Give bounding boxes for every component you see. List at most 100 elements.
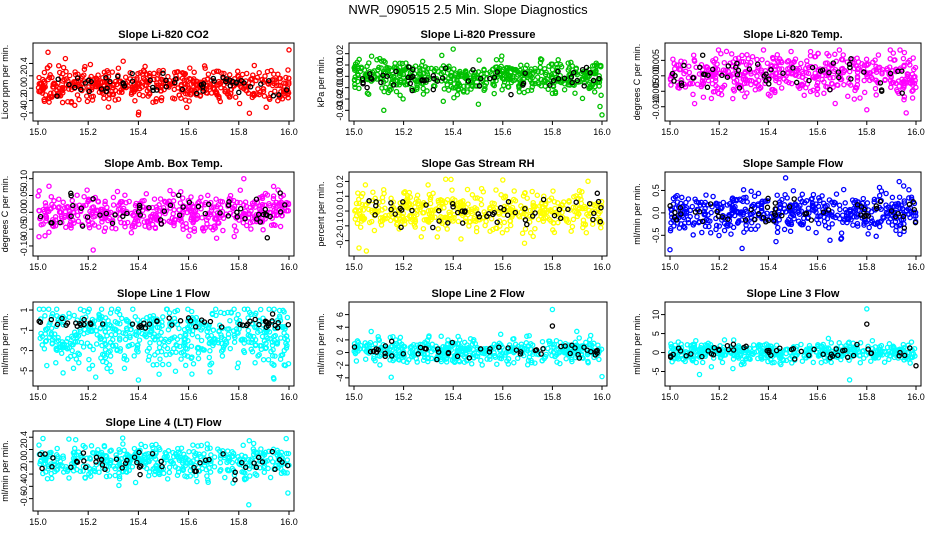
data-point xyxy=(906,195,912,201)
data-point xyxy=(820,209,827,215)
data-point xyxy=(229,205,236,211)
data-point xyxy=(402,81,409,88)
data-point xyxy=(479,362,485,368)
data-series xyxy=(351,306,605,380)
data-point xyxy=(217,210,223,216)
data-point xyxy=(470,73,477,80)
data-point xyxy=(210,69,217,75)
data-point xyxy=(441,86,448,92)
data-point xyxy=(690,232,696,238)
data-point xyxy=(579,189,585,195)
data-point xyxy=(141,197,147,204)
data-point xyxy=(211,78,217,84)
data-point xyxy=(70,209,76,215)
data-point xyxy=(257,343,263,349)
data-point xyxy=(146,345,152,352)
data-point xyxy=(561,86,568,93)
x-tick-label: 15.8 xyxy=(230,127,248,137)
data-point xyxy=(270,183,277,190)
data-point xyxy=(213,235,220,241)
data-point xyxy=(403,60,409,66)
data-point xyxy=(532,204,538,210)
data-point xyxy=(128,229,135,236)
data-point xyxy=(845,93,851,100)
data-point xyxy=(94,79,101,86)
data-point xyxy=(190,219,196,226)
data-point xyxy=(734,60,740,67)
data-point xyxy=(685,196,692,202)
data-point xyxy=(36,88,42,95)
data-point xyxy=(44,362,50,369)
data-point xyxy=(535,68,541,75)
data-point xyxy=(74,334,80,341)
data-point xyxy=(839,212,846,218)
data-point xyxy=(351,344,358,350)
data-point xyxy=(352,81,358,88)
data-point xyxy=(553,61,560,68)
data-point xyxy=(906,201,913,208)
data-point xyxy=(822,60,829,66)
data-point xyxy=(751,193,758,199)
data-point xyxy=(49,340,55,346)
data-point xyxy=(227,345,234,352)
data-point xyxy=(286,81,292,87)
data-point xyxy=(887,56,893,62)
y-tick-label: 0.1 xyxy=(335,190,345,203)
data-point xyxy=(388,200,394,206)
data-point xyxy=(172,368,179,374)
data-point xyxy=(38,221,44,228)
data-point xyxy=(208,204,215,211)
x-tick-label: 15.0 xyxy=(661,392,679,402)
data-point xyxy=(53,306,60,312)
data-point xyxy=(198,194,204,201)
data-point xyxy=(871,196,878,203)
data-point xyxy=(705,202,711,208)
data-point xyxy=(449,357,456,364)
data-point xyxy=(50,84,57,90)
data-point xyxy=(213,88,220,95)
data-point xyxy=(521,190,528,196)
data-point xyxy=(163,77,169,84)
data-point xyxy=(454,347,460,354)
data-point xyxy=(533,347,540,353)
data-point xyxy=(897,47,903,53)
data-point xyxy=(598,63,604,70)
data-point xyxy=(537,209,543,215)
data-point xyxy=(504,227,510,233)
data-point xyxy=(366,342,372,348)
data-point xyxy=(498,353,505,359)
data-point xyxy=(368,218,375,225)
data-point xyxy=(407,212,413,219)
x-tick-label: 15.8 xyxy=(858,262,876,272)
data-point xyxy=(192,212,198,219)
data-point xyxy=(146,204,152,211)
data-point xyxy=(45,95,52,102)
data-point xyxy=(854,202,861,208)
data-point xyxy=(754,61,761,67)
data-point xyxy=(579,95,586,102)
data-point xyxy=(182,352,188,358)
x-tick-label: 15.0 xyxy=(29,262,47,272)
data-point xyxy=(901,49,908,56)
data-point xyxy=(251,62,258,69)
data-point xyxy=(470,67,476,73)
data-point xyxy=(814,80,821,86)
x-tick-label: 15.8 xyxy=(544,127,562,137)
data-point xyxy=(827,86,833,93)
data-point xyxy=(455,218,462,225)
data-point xyxy=(670,56,676,62)
data-point xyxy=(865,213,872,219)
data-point xyxy=(694,213,700,220)
data-point xyxy=(886,356,892,363)
data-point xyxy=(171,207,177,213)
data-point xyxy=(136,202,143,209)
data-point xyxy=(68,222,74,229)
data-point xyxy=(152,224,159,231)
data-point xyxy=(186,199,193,206)
data-point xyxy=(863,56,870,63)
data-point xyxy=(201,63,208,69)
data-point xyxy=(586,207,592,214)
data-point xyxy=(714,203,721,209)
data-point xyxy=(179,86,186,93)
data-point xyxy=(177,200,184,206)
